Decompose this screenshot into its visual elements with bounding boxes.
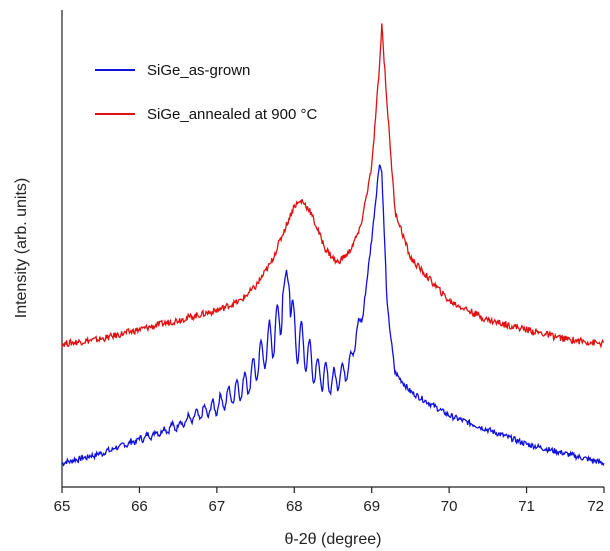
x-tick-label-68: 68 [286,498,303,515]
x-tick-label-65: 65 [54,498,71,515]
x-axis-label: θ-2θ (degree) [285,531,382,548]
legend-label-annealed: SiGe_annealed at 900 °C [147,106,317,123]
y-axis-label: Intensity (arb. units) [13,178,30,319]
legend: SiGe_as-grown SiGe_annealed at 900 °C [95,62,317,123]
x-tick-label-69: 69 [363,498,380,515]
series-layer [61,23,605,467]
x-tick-label-66: 66 [131,498,148,515]
plot-frame [61,10,604,488]
x-tick-label-71: 71 [518,498,535,515]
legend-label-as-grown: SiGe_as-grown [147,62,250,79]
series-line-annealed [61,23,604,349]
x-tick-label-72: 72 [587,498,604,515]
x-tick-label-67: 67 [209,498,226,515]
x-tick-label-70: 70 [441,498,458,515]
series-line-as-grown [61,164,605,467]
x-axis-ticks: 65 66 67 68 69 70 71 72 [54,487,605,515]
